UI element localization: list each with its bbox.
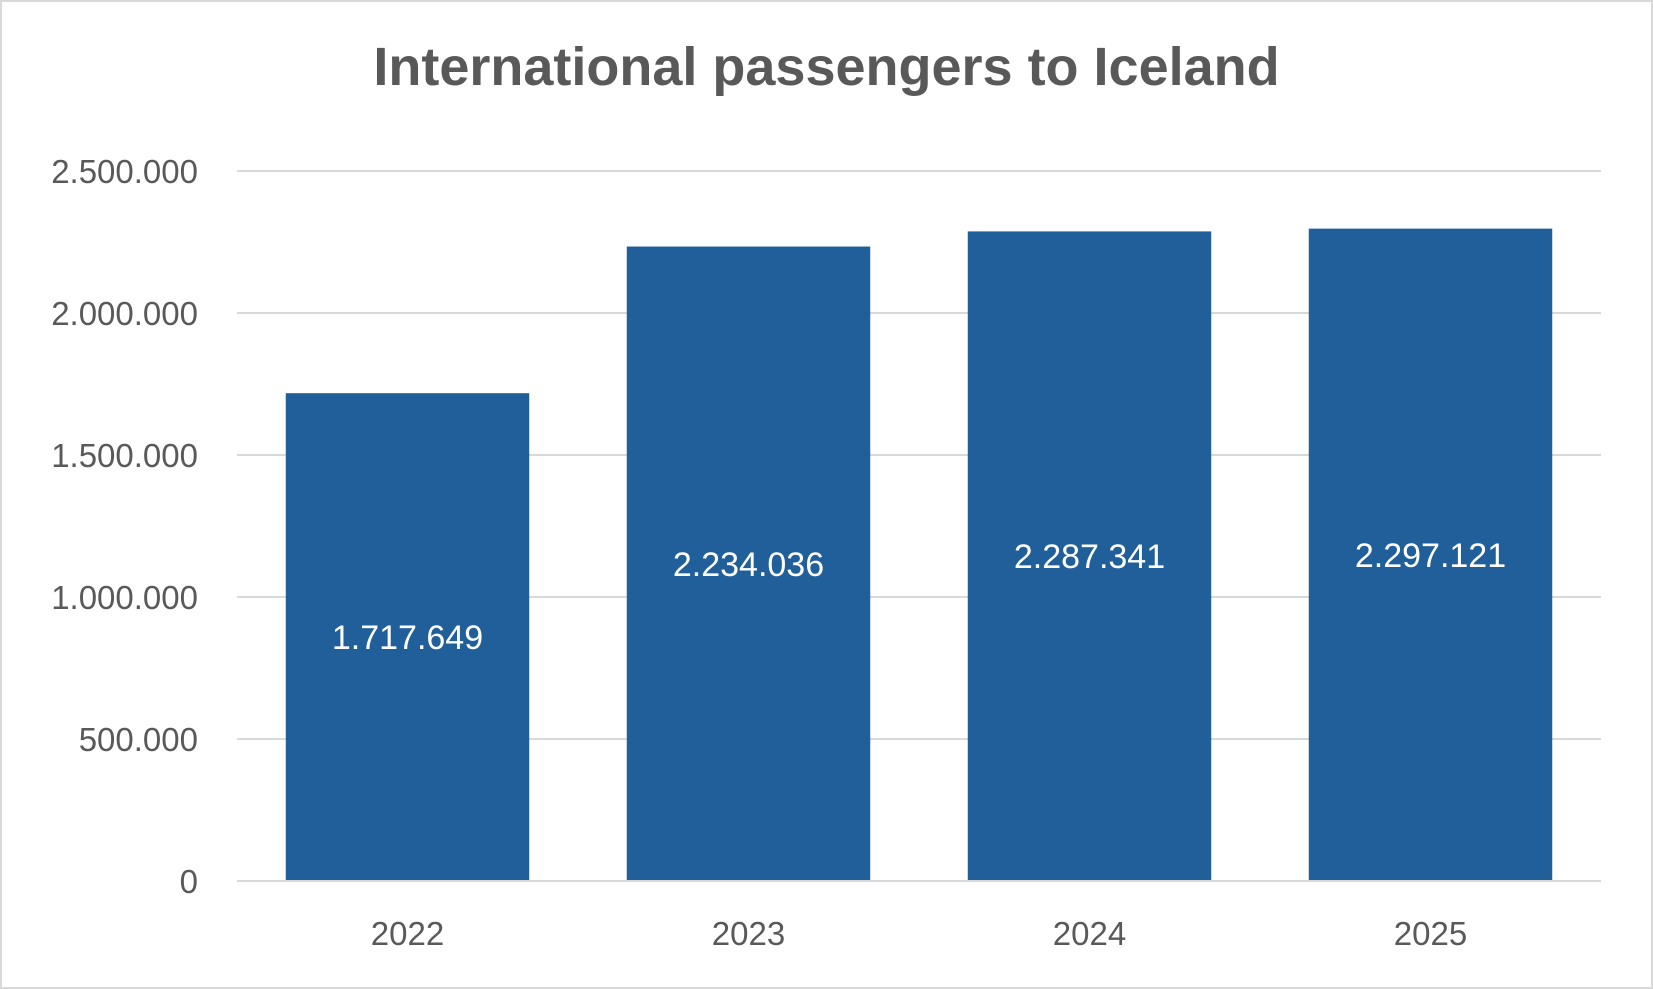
- x-tick-label-2025: 2025: [1394, 915, 1467, 952]
- y-tick-label: 500.000: [79, 721, 198, 758]
- data-label-2022: 1.717.649: [332, 619, 483, 657]
- data-label-2023: 2.234.036: [673, 546, 824, 584]
- bar-2025: [1308, 228, 1553, 882]
- data-label-2025: 2.297.121: [1355, 537, 1506, 575]
- y-tick-label: 1.000.000: [51, 579, 198, 616]
- bar-2024: [967, 231, 1212, 882]
- data-label-2024: 2.287.341: [1014, 538, 1165, 576]
- chart-title: International passengers to Iceland: [373, 37, 1280, 97]
- x-tick-label-2024: 2024: [1053, 915, 1126, 952]
- bars: [237, 228, 1601, 882]
- x-tick-label-2022: 2022: [371, 915, 444, 952]
- data-labels: 1.717.649 2.234.036 2.287.341 2.297.121: [332, 537, 1506, 657]
- bar-2022: [285, 393, 530, 881]
- x-tick-label-2023: 2023: [712, 915, 785, 952]
- y-tick-label: 2.000.000: [51, 295, 198, 332]
- y-axis-tick-labels: 0 500.000 1.000.000 1.500.000 2.000.000 2.500…: [51, 153, 198, 900]
- y-tick-label: 2.500.000: [51, 153, 198, 190]
- bar-2023: [626, 246, 871, 881]
- x-axis-tick-labels: 2022 2023 2024 2025: [371, 915, 1467, 952]
- y-tick-label: 1.500.000: [51, 437, 198, 474]
- y-tick-label: 0: [180, 863, 198, 900]
